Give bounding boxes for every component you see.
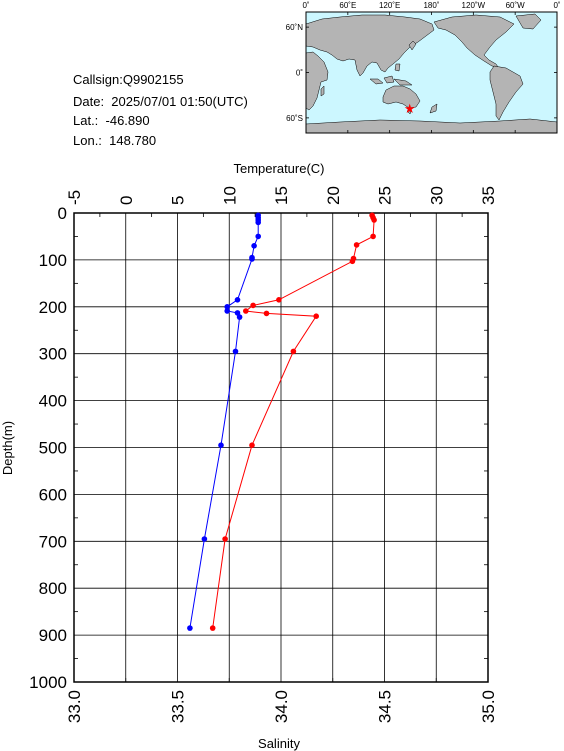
callsign-text: Callsign:Q9902155 bbox=[73, 72, 184, 87]
temperature-axis-label: Temperature(C) bbox=[233, 161, 324, 176]
top-tick-label: 35 bbox=[479, 186, 498, 205]
map-longitude-labels: 0˚ 60˚E 120˚E 180˚ 120˚W 60˚W 0˚ bbox=[302, 1, 560, 10]
plot-frame bbox=[73, 212, 489, 683]
top-tick-label: 30 bbox=[427, 186, 446, 205]
salinity-point bbox=[224, 304, 230, 310]
y-tick-label: 200 bbox=[39, 298, 67, 317]
salinity-point bbox=[224, 308, 230, 314]
map-longitude-label: 120˚E bbox=[379, 1, 400, 10]
salinity-axis-label: Salinity bbox=[258, 736, 300, 751]
salinity-point bbox=[187, 625, 193, 631]
salinity-point bbox=[236, 314, 243, 320]
top-tick-label: 10 bbox=[220, 186, 239, 205]
salinity-point bbox=[234, 310, 241, 316]
star-icon: ★ bbox=[404, 101, 416, 116]
map-longitude-label: 60˚E bbox=[339, 1, 356, 10]
bottom-tick-label: 34.5 bbox=[376, 690, 395, 723]
salinity-point bbox=[255, 233, 261, 240]
map-land bbox=[305, 13, 558, 134]
latitude-text: Lat.: -46.890 bbox=[73, 113, 150, 128]
y-tick-label: 700 bbox=[39, 532, 67, 551]
temperature-point bbox=[313, 313, 320, 320]
bottom-tick-label: 34.0 bbox=[272, 690, 291, 723]
map-latitude-label: 60˚S bbox=[286, 114, 303, 123]
location-map: 0˚ 60˚E 120˚E 180˚ 120˚W 60˚W 0˚ 60˚N 0˚ 60˚S ★ bbox=[286, 1, 561, 134]
salinity-point bbox=[234, 297, 241, 303]
map-longitude-label: 0˚ bbox=[553, 1, 560, 10]
y-tick-label: 600 bbox=[39, 485, 67, 504]
y-tick-label: 800 bbox=[39, 579, 67, 598]
temperature-point bbox=[276, 297, 282, 303]
map-longitude-label: 0˚ bbox=[302, 1, 309, 10]
temperature-point bbox=[349, 258, 356, 265]
top-tick-label: 20 bbox=[324, 186, 343, 205]
salinity-point bbox=[249, 256, 255, 262]
depth-axis-label: Depth(m) bbox=[0, 421, 15, 475]
salinity-point bbox=[251, 243, 257, 249]
bottom-tick-label: 33.5 bbox=[169, 690, 188, 723]
bottom-tick-label: 35.0 bbox=[479, 690, 498, 723]
map-latitude-label: 60˚N bbox=[286, 23, 304, 32]
top-tick-label: 25 bbox=[376, 186, 395, 205]
temperature-point bbox=[250, 302, 256, 309]
salinity-point bbox=[255, 219, 261, 226]
y-tick-label: 0 bbox=[58, 204, 67, 223]
map-longitude-label: 60˚W bbox=[506, 1, 526, 10]
salinity-point bbox=[232, 348, 239, 355]
top-tick-label: -5 bbox=[65, 190, 84, 205]
temperature-point bbox=[371, 217, 377, 223]
temperature-point bbox=[249, 442, 255, 449]
y-tick-label: 100 bbox=[39, 251, 67, 270]
temperature-tick-labels: -5 0 5 10 15 20 25 30 35 bbox=[65, 186, 498, 205]
longitude-text: Lon.: 148.780 bbox=[73, 133, 157, 148]
salinity-point bbox=[201, 536, 208, 542]
map-longitude-label: 180˚ bbox=[423, 1, 439, 10]
y-tick-label: 900 bbox=[39, 626, 67, 645]
top-tick-label: 0 bbox=[117, 196, 136, 205]
depth-tick-labels: 0 100 200 300 400 500 600 700 800 900 1000 bbox=[29, 204, 67, 692]
y-tick-label: 400 bbox=[39, 392, 67, 411]
bottom-tick-label: 33.0 bbox=[65, 690, 84, 723]
temperature-point bbox=[209, 625, 216, 631]
temperature-point bbox=[263, 310, 270, 317]
salinity-tick-labels: 33.0 33.5 34.0 34.5 35.0 bbox=[65, 690, 498, 723]
y-tick-label: 300 bbox=[39, 345, 67, 364]
y-tick-label: 500 bbox=[39, 439, 67, 458]
map-latitude-labels: 60˚N 0˚ 60˚S bbox=[286, 23, 304, 123]
temperature-point bbox=[290, 348, 297, 355]
y-tick-label: 1000 bbox=[29, 673, 67, 692]
temperature-line bbox=[212, 215, 375, 629]
temperature-point bbox=[222, 536, 228, 542]
map-longitude-label: 120˚W bbox=[462, 1, 486, 10]
top-tick-label: 5 bbox=[169, 196, 188, 205]
map-latitude-label: 0˚ bbox=[296, 69, 303, 78]
temperature-point bbox=[370, 233, 376, 240]
top-tick-label: 15 bbox=[272, 186, 291, 205]
temperature-point bbox=[243, 308, 249, 314]
date-text: Date: 2025/07/01 01:50(UTC) bbox=[73, 94, 248, 109]
salinity-point bbox=[218, 442, 224, 449]
temperature-point bbox=[353, 242, 360, 248]
data-series bbox=[187, 212, 377, 631]
